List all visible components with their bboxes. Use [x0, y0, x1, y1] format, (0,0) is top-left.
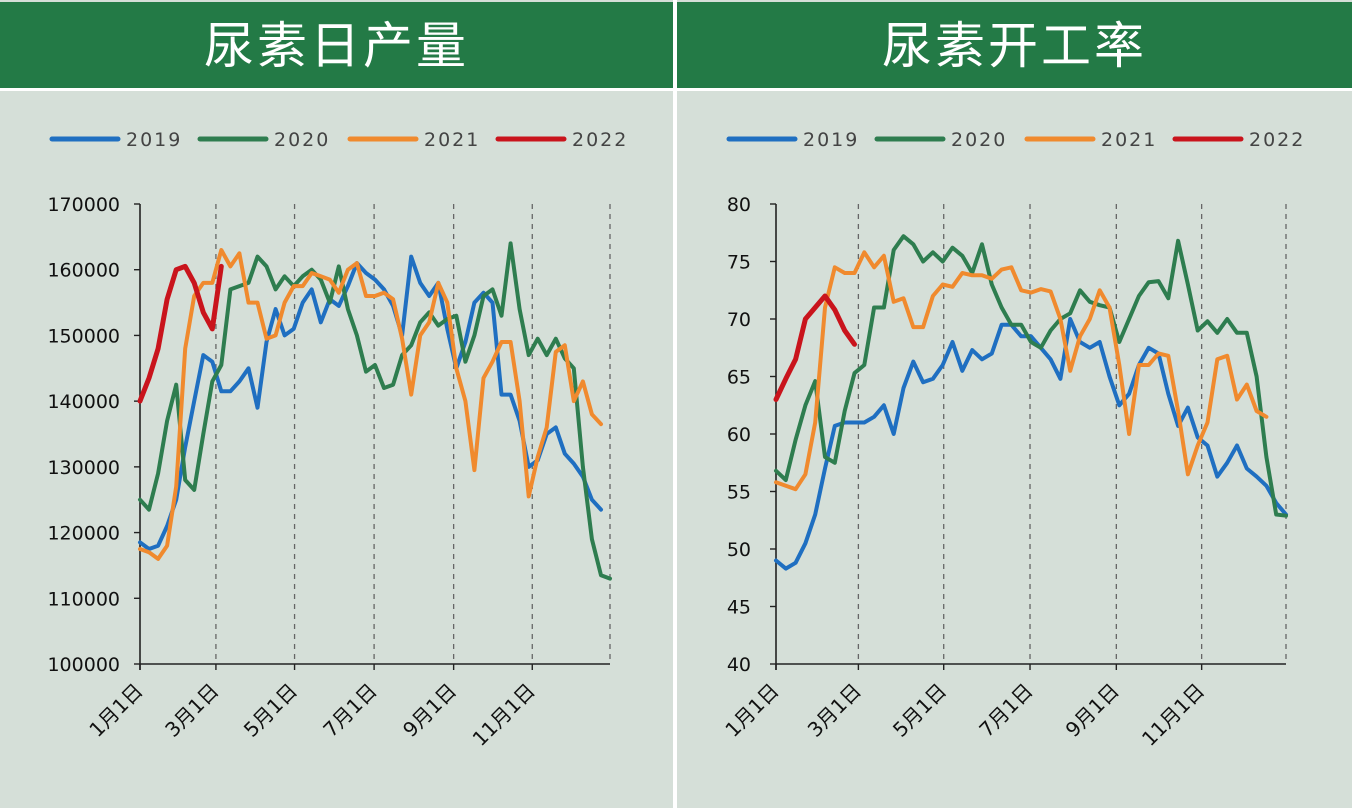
prod-x-tick-label: 11月1日: [468, 679, 540, 751]
rate-x-tick-label: 1月1日: [720, 679, 783, 742]
prod-y-tick-label: 170000: [47, 194, 120, 216]
rate-series-2022: [773, 293, 857, 402]
rate-y-tick-label: 60: [727, 424, 751, 446]
prod-series-2022: [137, 263, 224, 404]
rate-y-tick-label: 50: [727, 539, 751, 561]
prod-x-tick-label: 9月1日: [398, 679, 461, 742]
rate-legend-label-2019: 2019: [803, 129, 859, 151]
prod-y-tick-label: 120000: [47, 523, 120, 545]
rate-series-2019: [774, 317, 1288, 571]
rate-x-tick-label: 11月1日: [1137, 679, 1209, 751]
rate-legend-label-2022: 2022: [1249, 129, 1305, 151]
prod-y-tick-label: 140000: [47, 391, 120, 413]
operating-rate-chart: 80 75 70 65 60 55 50 45 40 1月1日 3月1日 5月1日 7月1日 9月1日 11…: [720, 129, 1305, 751]
prod-y-tick-label: 110000: [47, 588, 120, 610]
prod-legend-label-2020: 2020: [274, 129, 330, 151]
rate-y-tick-label: 75: [727, 252, 751, 274]
rate-series-2021: [774, 250, 1269, 492]
prod-x-tick-label: 7月1日: [318, 679, 381, 742]
production-chart-title: 尿素日产量: [204, 17, 469, 75]
operating-rate-panel: 尿素开工率 80 75 70 65 60 55 50 45 40 1月1日 3月1日 5月1日 7月1日…: [677, 0, 1352, 808]
production-panel: 尿素日产量 170000 160000 150000 140000 130000 1200…: [0, 0, 673, 808]
prod-x-tick-label: 5月1日: [239, 679, 302, 742]
rate-series-2020: [774, 234, 1288, 518]
prod-x-tick-label: 3月1日: [160, 679, 223, 742]
rate-y-tick-label: 80: [727, 194, 751, 216]
operating-rate-chart-title: 尿素开工率: [882, 17, 1147, 75]
rate-x-tick-label: 5月1日: [888, 679, 951, 742]
prod-legend-label-2022: 2022: [572, 129, 628, 151]
operating-rate-header: 尿素开工率: [677, 2, 1352, 91]
prod-legend-label-2021: 2021: [424, 129, 480, 151]
prod-y-tick-label: 130000: [47, 457, 120, 479]
rate-x-tick-label: 9月1日: [1061, 679, 1124, 742]
rate-y-tick-label: 65: [727, 367, 751, 389]
rate-y-tick-label: 45: [727, 597, 751, 619]
prod-x-tick-label: 1月1日: [84, 679, 147, 742]
prod-legend-label-2019: 2019: [126, 129, 182, 151]
rate-y-tick-label: 70: [727, 309, 751, 331]
prod-y-tick-label: 100000: [47, 654, 120, 676]
rate-legend-label-2021: 2021: [1101, 129, 1157, 151]
prod-y-tick-label: 150000: [47, 325, 120, 347]
production-chart: 170000 160000 150000 140000 130000 120000 1100…: [47, 129, 628, 751]
prod-series-2021: [138, 248, 603, 561]
prod-y-tick-label: 160000: [47, 260, 120, 282]
prod-series-2020: [138, 241, 612, 581]
production-header: 尿素日产量: [0, 2, 673, 91]
rate-legend-label-2020: 2020: [951, 129, 1007, 151]
rate-x-tick-label: 7月1日: [974, 679, 1037, 742]
rate-x-tick-label: 3月1日: [803, 679, 866, 742]
rate-y-tick-label: 55: [727, 482, 751, 504]
rate-y-tick-label: 40: [727, 654, 751, 676]
